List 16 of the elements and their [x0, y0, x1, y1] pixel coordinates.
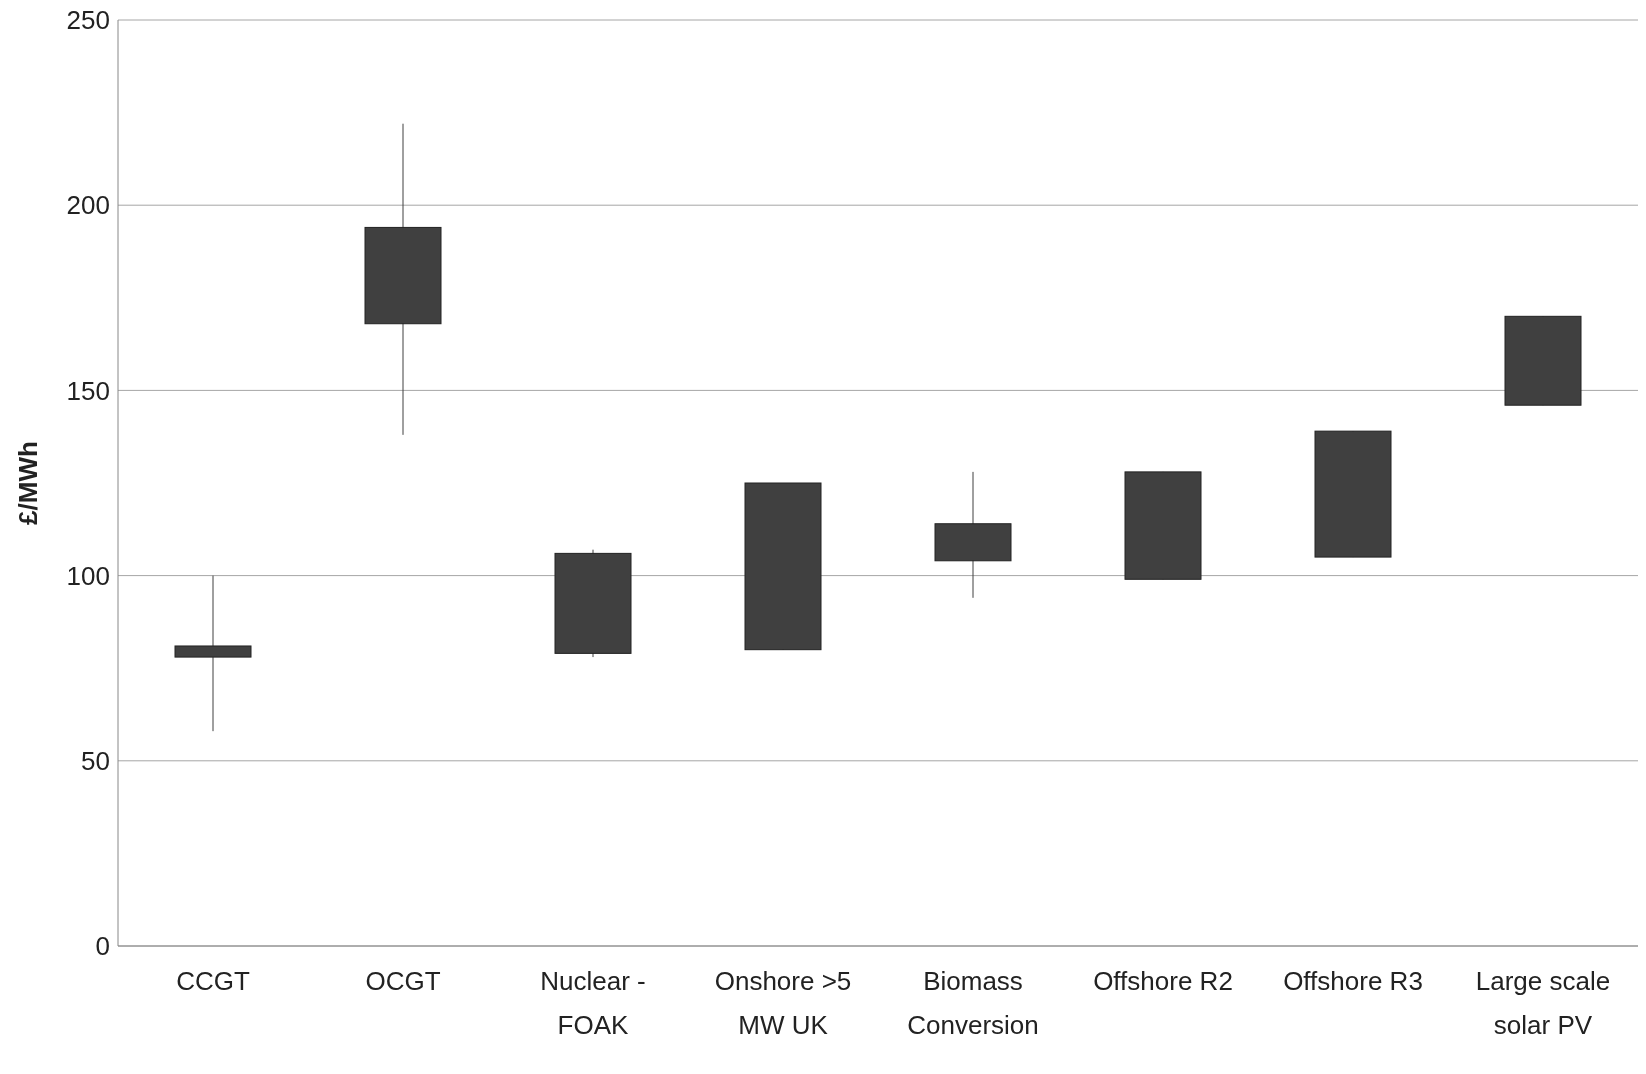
- x-tick-label: Large scale solar PV: [1475, 966, 1611, 1040]
- y-tick-label: 100: [66, 560, 110, 591]
- candlestick: [174, 575, 252, 732]
- y-tick-label: 0: [95, 931, 110, 962]
- y-tick-label: 200: [66, 190, 110, 221]
- x-tick-label: CCGT: [176, 966, 250, 996]
- x-tick-label: Offshore R2: [1093, 966, 1233, 996]
- y-tick-label: 150: [66, 375, 110, 406]
- x-tick-label: OCGT: [365, 966, 441, 996]
- y-tick-label: 250: [66, 5, 110, 36]
- x-tick-label: Onshore >5 MW UK: [714, 966, 852, 1040]
- y-tick-label: 50: [81, 746, 110, 777]
- y-axis-title: £/MWh: [13, 441, 44, 525]
- x-tick-label: Nuclear - FOAK: [540, 966, 646, 1040]
- x-tick-label: Biomass Conversion: [907, 966, 1039, 1040]
- x-tick-label: Offshore R3: [1283, 966, 1423, 996]
